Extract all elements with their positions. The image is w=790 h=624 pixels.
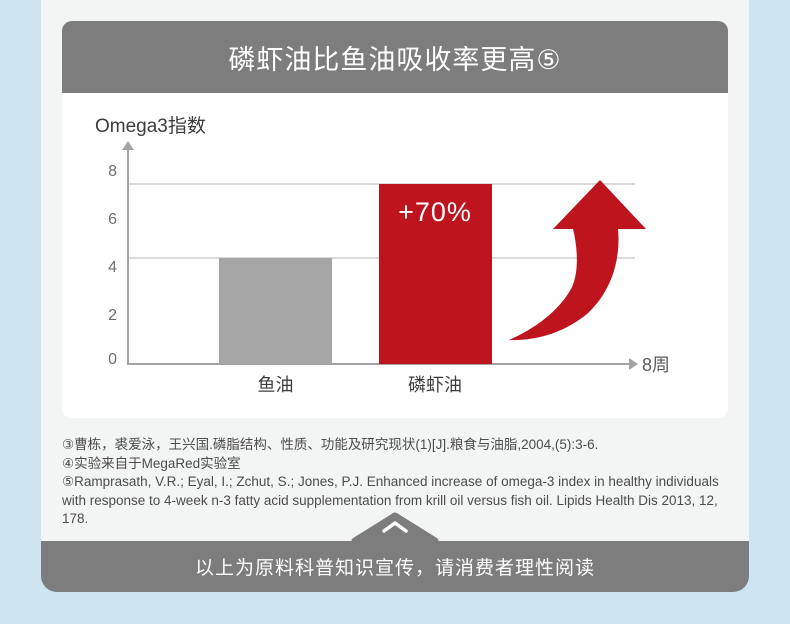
y-tick-label: 6 <box>108 211 117 228</box>
footer-disclaimer: 以上为原料科普知识宣传，请消费者理性阅读 <box>194 558 595 579</box>
y-tick-label: 0 <box>108 351 117 368</box>
footnote-line: ④实验来自于MegaRed实验室 <box>62 455 241 471</box>
footnote-line: ⑤Ramprasath, V.R.; Eyal, I.; Zchut, S.; … <box>62 474 719 489</box>
chart-title: Omega3指数 <box>95 116 206 137</box>
header-bar: 磷虾油比鱼油吸收率更高⑤ <box>62 21 728 93</box>
y-tick-label: 8 <box>108 163 117 180</box>
bar-fish-oil <box>219 258 332 364</box>
footnote-line: ③曹栋，裘爱泳，王兴国.磷脂结构、性质、功能及研究现状(1)[J].粮食与油脂,… <box>62 437 599 452</box>
x-axis-label: 8周 <box>642 355 671 375</box>
category-label: 磷虾油 <box>408 375 462 395</box>
chevron-up-icon <box>382 521 408 533</box>
bar-krill-oil <box>378 184 492 364</box>
footnotes: ③曹栋，裘爱泳，王兴国.磷脂结构、性质、功能及研究现状(1)[J].粮食与油脂,… <box>62 436 732 529</box>
increase-annotation: +70% <box>398 197 472 227</box>
x-axis <box>127 363 630 365</box>
page-title: 磷虾油比鱼油吸收率更高⑤ <box>228 44 562 75</box>
triangle-shape <box>351 512 439 542</box>
collapse-indicator <box>351 512 439 542</box>
trend-up-arrow-icon <box>509 180 646 341</box>
y-axis <box>127 149 129 365</box>
footnote-line: with response to 4-week n-3 fatty acid s… <box>62 492 718 527</box>
footer-bar: 以上为原料科普知识宣传，请消费者理性阅读 <box>41 541 749 592</box>
y-tick-label: 2 <box>108 307 117 324</box>
y-axis-arrow-icon <box>122 141 134 150</box>
category-label: 鱼油 <box>257 375 294 395</box>
y-tick-label: 4 <box>108 259 117 276</box>
x-axis-arrow-icon <box>629 358 638 370</box>
